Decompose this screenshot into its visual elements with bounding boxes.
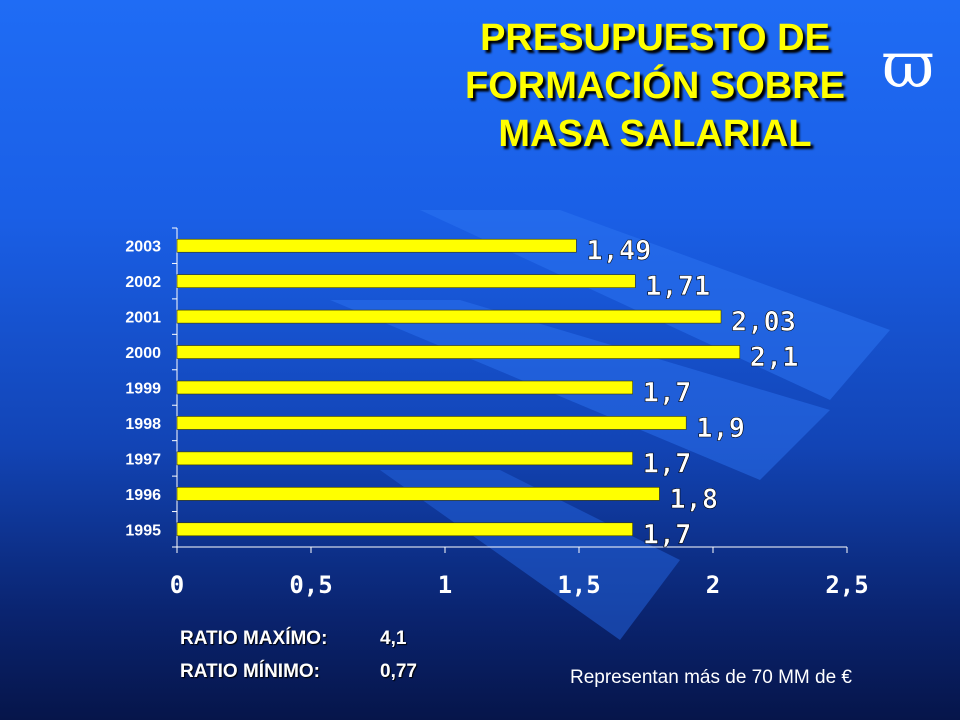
bar: [176, 487, 660, 501]
category-label: 1999: [125, 381, 161, 398]
bar: [176, 345, 741, 359]
title-line-1: PRESUPUESTO DE: [480, 17, 830, 59]
x-tick-label: 2: [706, 571, 720, 599]
x-tick-label: 1: [438, 571, 452, 599]
bar: [176, 451, 633, 466]
category-label: 1995: [125, 522, 161, 539]
ratio-max-label: RATIO MAXÍMO:: [180, 628, 328, 649]
category-label: 2000: [125, 345, 161, 362]
bar: [176, 238, 577, 253]
bar: [176, 309, 722, 324]
x-tick-label: 1,5: [557, 571, 600, 599]
data-label: 1,7: [643, 378, 692, 409]
footnote: Representan más de 70 MM de €: [570, 667, 852, 688]
data-label: 1,8: [669, 484, 718, 515]
bar: [176, 416, 687, 430]
x-tick-label: 2,5: [825, 571, 868, 599]
title-line-3: MASA SALARIAL: [498, 113, 812, 155]
data-label: 2,03: [731, 307, 796, 338]
data-label: 1,7: [643, 519, 692, 550]
category-label: 2002: [125, 274, 161, 291]
data-label: 2,1: [750, 342, 799, 373]
ratio-max-value: 4,1: [380, 628, 407, 649]
slide-title: PRESUPUESTO DE FORMACIÓN SOBRE MASA SALA…: [420, 14, 890, 158]
bar: [176, 274, 636, 288]
category-label: 1998: [125, 416, 161, 433]
title-line-2: FORMACIÓN SOBRE: [465, 65, 845, 107]
category-label: 1997: [125, 451, 161, 468]
ratio-min-row: RATIO MÍNIMO: 0,77: [180, 661, 417, 683]
category-label: 2003: [125, 239, 161, 256]
data-label: 1,9: [696, 413, 745, 444]
category-label: 1996: [125, 487, 161, 504]
category-label: 2001: [125, 310, 161, 327]
x-tick-label: 0: [170, 571, 184, 599]
data-label: 1,7: [643, 448, 692, 479]
ratio-min-label: RATIO MÍNIMO:: [180, 661, 321, 682]
bar: [176, 522, 633, 537]
x-tick-label: 0,5: [289, 571, 332, 599]
data-label: 1,49: [586, 236, 651, 267]
bar: [176, 380, 633, 395]
ratio-max-row: RATIO MAXÍMO: 4,1: [180, 628, 406, 650]
ratio-min-value: 0,77: [380, 661, 417, 682]
pomega-logo-icon: ϖ: [882, 29, 935, 103]
data-label: 1,71: [645, 271, 710, 302]
